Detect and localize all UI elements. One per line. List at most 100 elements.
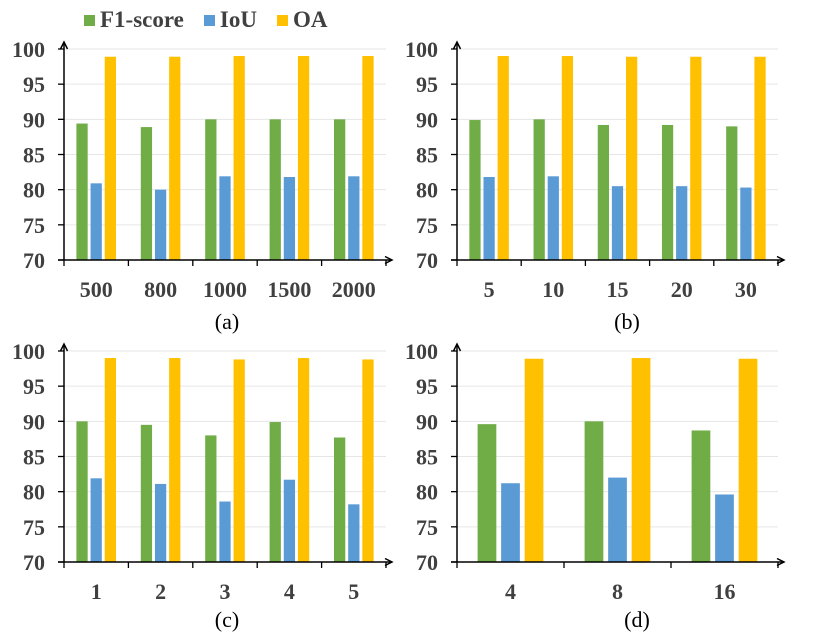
y-tick-label: 100 (405, 37, 438, 62)
bar-f1-score-4 (477, 424, 497, 562)
bar-oa-20 (690, 56, 702, 261)
x-axis-arrow (776, 557, 786, 567)
legend-swatch-f1-score (84, 14, 95, 26)
legend-label-f1-score: F1-score (100, 7, 184, 32)
bar-f1-score-1500 (269, 119, 281, 260)
y-tick-label: 100 (12, 339, 45, 364)
bar-iou-15 (611, 186, 624, 260)
x-tick-label: 1500 (267, 277, 311, 302)
chart-panel-b: 70 75 80 85 90 95 100 5 10 15 20 30 (b) (405, 37, 786, 334)
legend-swatch-oa (276, 14, 288, 26)
bar-f1-score-10 (533, 119, 545, 260)
y-tick-label: 90 (416, 107, 438, 132)
bar-oa-1000 (233, 56, 245, 261)
bar-f1-score-500 (76, 123, 88, 260)
bar-iou-5 (348, 504, 360, 562)
bar-oa-8 (631, 358, 651, 562)
legend-label-oa: OA (292, 7, 328, 32)
bar-oa-4 (297, 358, 310, 562)
y-tick-label: 75 (416, 515, 438, 540)
bar-f1-score-1000 (205, 119, 217, 260)
legend-item-iou: IoU (203, 7, 257, 33)
chart-panel-c: 70 75 80 85 90 95 100 1 2 3 4 5 (c) (12, 339, 394, 632)
bar-iou-2000 (348, 176, 360, 260)
bar-f1-score-2000 (333, 119, 346, 260)
y-axis-arrow (59, 40, 69, 50)
x-tick-label: 2000 (332, 277, 376, 302)
y-tick-label: 75 (23, 515, 45, 540)
bar-oa-2000 (362, 56, 374, 261)
bar-iou-4 (501, 483, 520, 562)
y-tick-label: 80 (416, 480, 438, 505)
y-tick-label: 80 (23, 480, 45, 505)
legend-label-iou: IoU (219, 7, 257, 32)
x-tick-label: 20 (671, 277, 693, 302)
bar-oa-3 (233, 359, 245, 562)
y-tick-label: 85 (23, 143, 45, 168)
x-axis-arrow (384, 255, 394, 265)
y-tick-label: 70 (416, 248, 438, 273)
chart-caption: (c) (215, 607, 239, 632)
bar-iou-30 (740, 187, 752, 260)
bar-f1-score-5 (333, 437, 346, 562)
bar-oa-10 (561, 56, 574, 261)
bar-f1-score-3 (205, 435, 217, 562)
bar-oa-5 (497, 56, 509, 261)
chart-caption: (b) (614, 309, 640, 334)
y-tick-label: 75 (416, 213, 438, 238)
y-tick-label: 85 (23, 445, 45, 470)
y-tick-label: 75 (23, 213, 45, 238)
x-tick-label: 1 (91, 579, 102, 604)
legend-item-f1-score: F1-score (84, 7, 184, 33)
y-axis-arrow (452, 342, 462, 352)
bar-f1-score-5 (469, 120, 481, 260)
bar-iou-10 (547, 176, 559, 260)
chart-panel-a: 70 75 80 85 90 95 100 500 800 1000 1500 2000 (a) (12, 37, 394, 334)
bar-iou-4 (283, 479, 296, 562)
legend-item-oa: OA (276, 7, 328, 33)
bar-oa-5 (362, 359, 374, 562)
y-tick-label: 70 (23, 248, 45, 273)
y-tick-label: 70 (23, 550, 45, 575)
bar-iou-500 (90, 183, 102, 260)
y-tick-label: 95 (23, 374, 45, 399)
x-tick-label: 4 (505, 579, 516, 604)
bar-f1-score-2 (140, 424, 153, 562)
x-tick-label: 3 (220, 579, 231, 604)
x-tick-label: 10 (542, 277, 564, 302)
y-tick-label: 90 (23, 409, 45, 434)
bar-f1-score-800 (140, 127, 153, 260)
y-axis-arrow (452, 40, 462, 50)
x-tick-label: 30 (735, 277, 757, 302)
bar-iou-3 (219, 501, 231, 562)
bar-f1-score-30 (726, 126, 738, 260)
bar-iou-1500 (283, 177, 296, 260)
legend-swatch-iou (203, 14, 215, 26)
x-tick-label: 15 (607, 277, 629, 302)
y-tick-label: 80 (23, 178, 45, 203)
x-tick-label: 8 (612, 579, 623, 604)
x-tick-label: 1000 (203, 277, 247, 302)
bar-f1-score-20 (661, 124, 674, 261)
bar-oa-800 (169, 56, 181, 261)
bar-iou-20 (676, 186, 688, 260)
chart-panel-d: 70 75 80 85 90 95 100 4 8 16 (d) (405, 339, 786, 632)
x-tick-label: 5 (348, 579, 359, 604)
bar-iou-8 (608, 477, 627, 562)
legend: F1-score IoU OA (84, 4, 347, 36)
x-tick-label: 5 (484, 277, 495, 302)
bar-oa-15 (626, 56, 638, 261)
bar-iou-16 (715, 494, 734, 562)
x-tick-label: 4 (284, 579, 295, 604)
y-tick-label: 90 (416, 409, 438, 434)
y-tick-label: 90 (23, 107, 45, 132)
bar-oa-30 (754, 56, 766, 261)
chart-caption: (d) (624, 607, 650, 632)
bar-oa-4 (524, 358, 544, 562)
y-tick-label: 80 (416, 178, 438, 203)
y-tick-label: 95 (23, 72, 45, 97)
x-tick-label: 500 (80, 277, 113, 302)
bar-iou-1 (90, 478, 102, 562)
x-tick-label: 2 (155, 579, 166, 604)
